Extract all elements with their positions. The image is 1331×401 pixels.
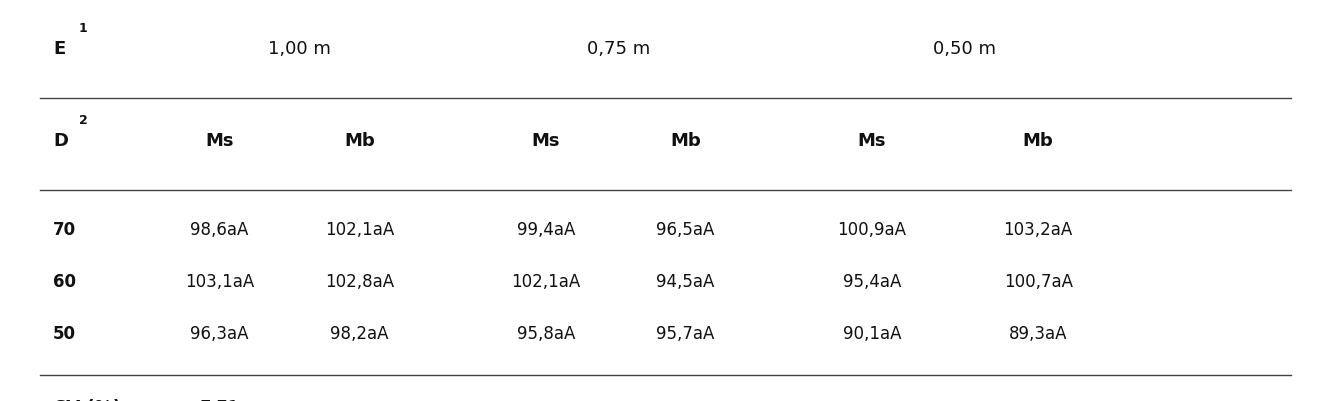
Text: 70: 70: [53, 221, 76, 239]
Text: Ms: Ms: [531, 132, 560, 150]
Text: 103,2aA: 103,2aA: [1004, 221, 1073, 239]
Text: 99,4aA: 99,4aA: [516, 221, 575, 239]
Text: 1: 1: [79, 22, 88, 35]
Text: E: E: [53, 40, 65, 58]
Text: Mb: Mb: [343, 132, 375, 150]
Text: 7,71: 7,71: [200, 399, 240, 401]
Text: D: D: [53, 132, 68, 150]
Text: 0,75 m: 0,75 m: [587, 40, 651, 58]
Text: Mb: Mb: [669, 132, 701, 150]
Text: 98,2aA: 98,2aA: [330, 325, 389, 343]
Text: 94,5aA: 94,5aA: [656, 273, 715, 291]
Text: 103,1aA: 103,1aA: [185, 273, 254, 291]
Text: 95,4aA: 95,4aA: [843, 273, 901, 291]
Text: 95,7aA: 95,7aA: [656, 325, 715, 343]
Text: 2: 2: [79, 114, 88, 127]
Text: 102,1aA: 102,1aA: [325, 221, 394, 239]
Text: 0,50 m: 0,50 m: [933, 40, 997, 58]
Text: Mb: Mb: [1022, 132, 1054, 150]
Text: 50: 50: [53, 325, 76, 343]
Text: 100,9aA: 100,9aA: [837, 221, 906, 239]
Text: CV (%): CV (%): [53, 399, 121, 401]
Text: 95,8aA: 95,8aA: [516, 325, 575, 343]
Text: 60: 60: [53, 273, 76, 291]
Text: Ms: Ms: [205, 132, 234, 150]
Text: Ms: Ms: [857, 132, 886, 150]
Text: 89,3aA: 89,3aA: [1009, 325, 1067, 343]
Text: 102,8aA: 102,8aA: [325, 273, 394, 291]
Text: 1,00 m: 1,00 m: [268, 40, 331, 58]
Text: 102,1aA: 102,1aA: [511, 273, 580, 291]
Text: 90,1aA: 90,1aA: [843, 325, 901, 343]
Text: 96,5aA: 96,5aA: [656, 221, 715, 239]
Text: 96,3aA: 96,3aA: [190, 325, 249, 343]
Text: 98,6aA: 98,6aA: [190, 221, 249, 239]
Text: 100,7aA: 100,7aA: [1004, 273, 1073, 291]
